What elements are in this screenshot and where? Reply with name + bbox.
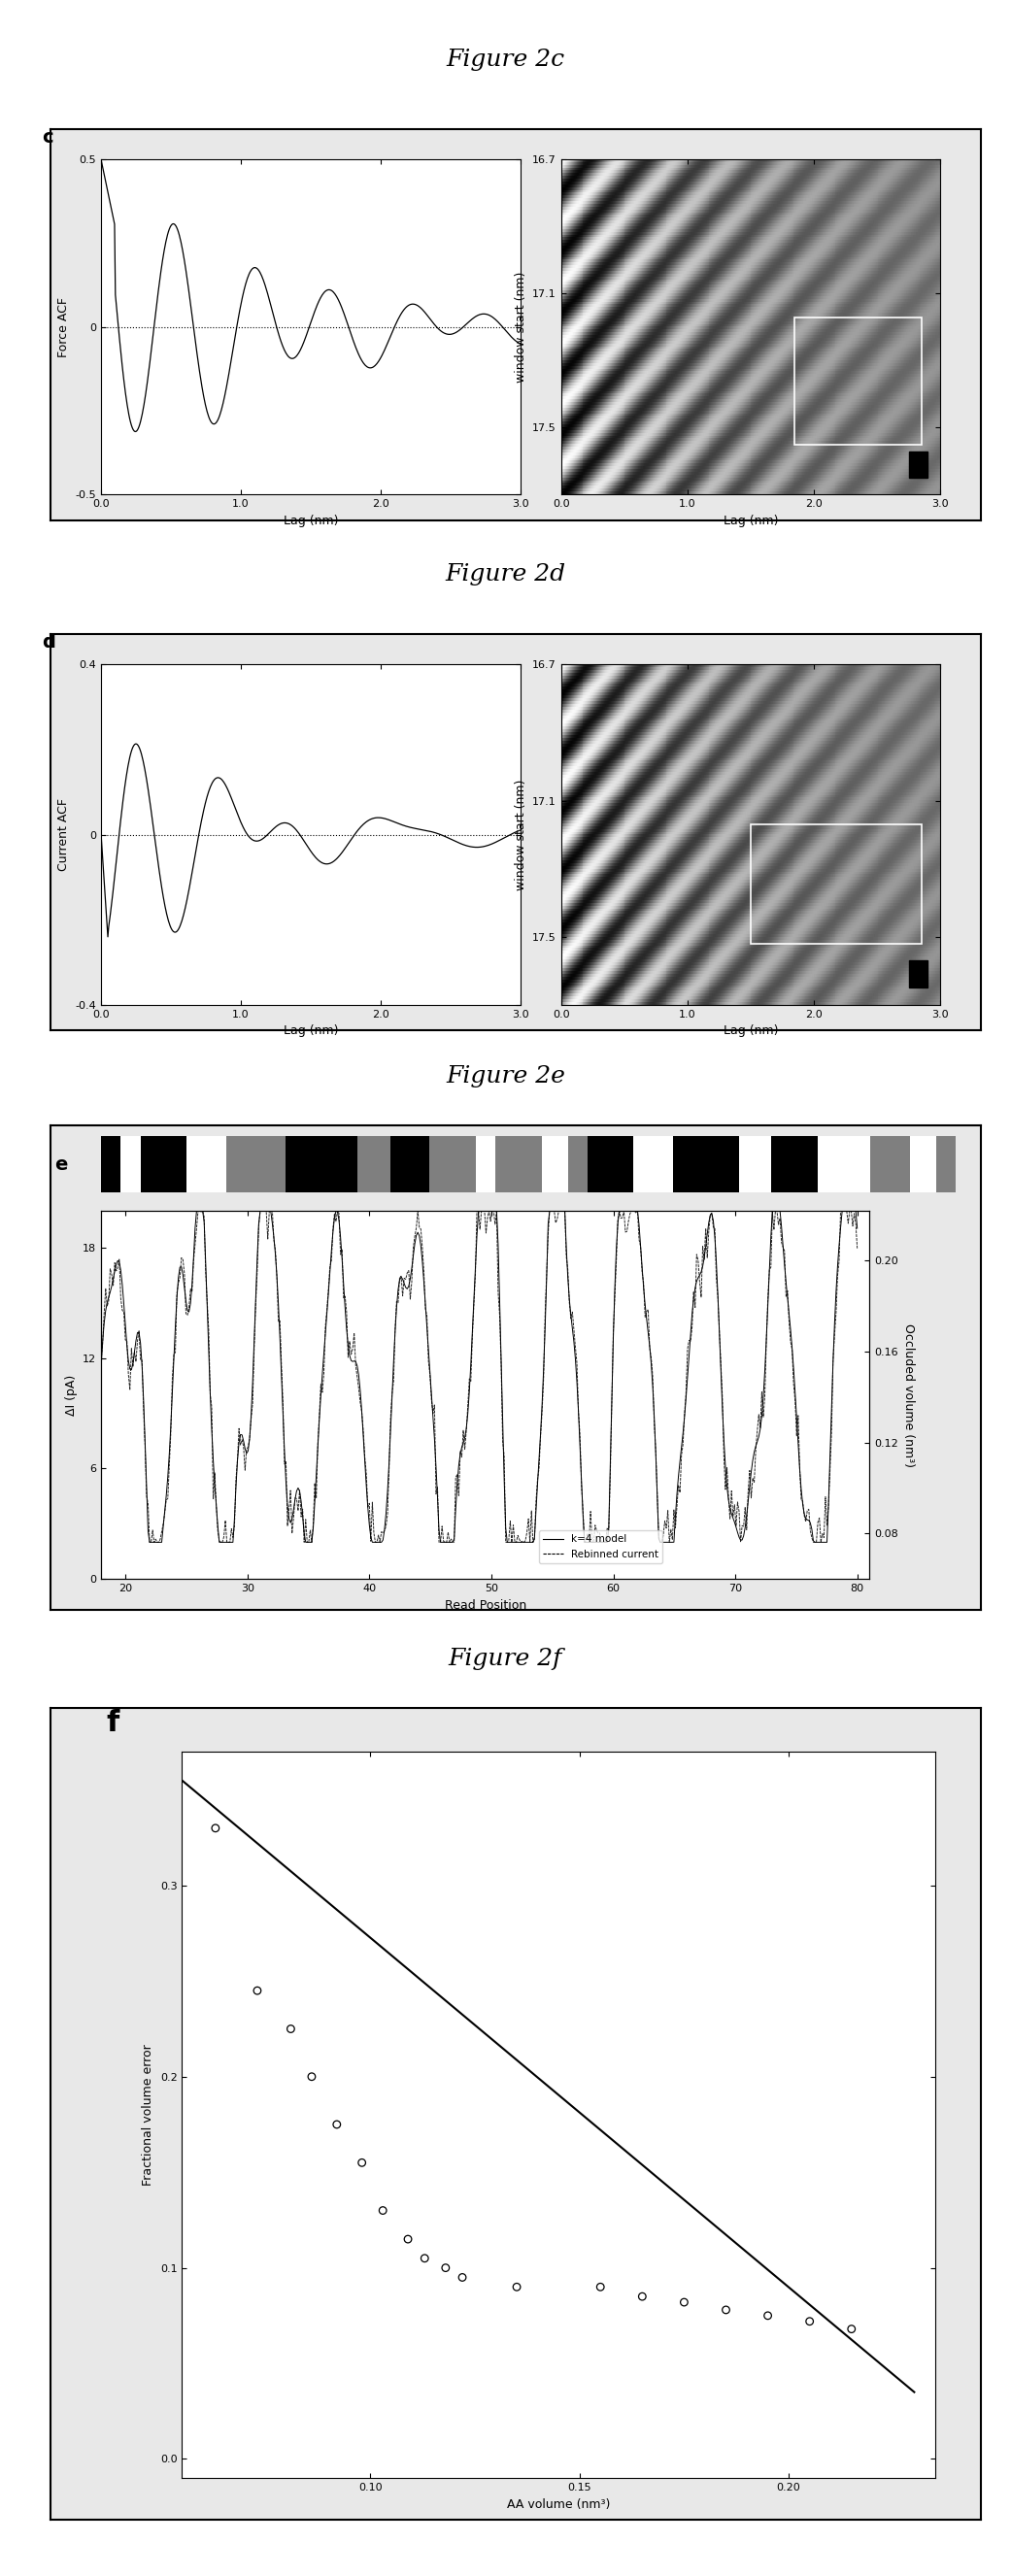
Rebinned current [718,1443,730,1473]
Point [759,2295,775,2336]
Text: Figure 2c: Figure 2c [446,49,565,70]
k=4 model [508,1528,520,1558]
Point [676,2282,693,2324]
k=4 model [462,1399,474,1430]
Bar [795,317,921,443]
k=4 model [718,1425,730,1455]
k=4 model [548,1195,560,1226]
k=4 model [95,1352,107,1383]
k=4 model [851,1213,863,1244]
Text: Figure 2f: Figure 2f [449,1649,562,1669]
Point [303,2056,319,2097]
Point [417,2239,433,2280]
X-axis label: Read Position: Read Position [445,1600,526,1613]
Text: Figure 2e: Figure 2e [446,1066,565,1087]
X-axis label: AA volume (nm³): AA volume (nm³) [507,2499,611,2512]
Line: k=4 model: k=4 model [101,1211,857,1543]
Point [454,2257,470,2298]
Legend: k=4 model, Rebinned current: k=4 model, Rebinned current [539,1530,662,1564]
Point [592,2267,609,2308]
Point [207,1808,223,1850]
X-axis label: Lag (nm): Lag (nm) [283,1025,339,1038]
k=4 model [144,1528,156,1558]
Rebinned current [95,1345,107,1376]
Text: Figure 2d: Figure 2d [445,564,566,585]
Y-axis label: window start (nm): window start (nm) [515,778,527,891]
X-axis label: Lag (nm): Lag (nm) [723,1025,778,1038]
Rebinned current [144,1528,156,1558]
Point [718,2290,734,2331]
k=4 model [836,1195,848,1226]
Bar [909,451,927,477]
Y-axis label: Occluded volume (nm³): Occluded volume (nm³) [902,1324,914,1466]
Text: d: d [42,634,56,652]
X-axis label: Lag (nm): Lag (nm) [283,515,339,528]
Point [249,1971,265,2012]
k=4 model [457,1427,469,1458]
Rebinned current [508,1510,520,1540]
Bar [750,824,921,943]
Point [400,2218,417,2259]
Y-axis label: window start (nm): window start (nm) [515,270,527,384]
Rebinned current [462,1391,474,1422]
Text: c: c [42,129,54,147]
Rebinned current [851,1234,863,1265]
Point [329,2105,345,2146]
Rebinned current [457,1414,469,1445]
Y-axis label: ΔI (pA): ΔI (pA) [65,1376,77,1414]
Y-axis label: Force ACF: Force ACF [58,296,70,358]
Line: Rebinned current: Rebinned current [101,1211,857,1543]
Text: f: f [106,1708,119,1736]
Rebinned current [192,1195,204,1226]
Y-axis label: Fractional volume error: Fractional volume error [142,2045,155,2184]
Rebinned current [836,1195,848,1226]
k=4 model [190,1195,202,1226]
Point [509,2267,525,2308]
Point [354,2143,370,2184]
Text: e: e [55,1154,67,1175]
Bar [909,961,927,987]
Point [375,2190,391,2231]
Point [634,2277,650,2318]
Point [802,2300,818,2342]
X-axis label: Lag (nm): Lag (nm) [723,515,778,528]
Point [438,2246,454,2287]
Rebinned current [548,1195,560,1226]
Point [283,2009,299,2050]
Y-axis label: Current ACF: Current ACF [58,799,70,871]
Point [843,2308,859,2349]
